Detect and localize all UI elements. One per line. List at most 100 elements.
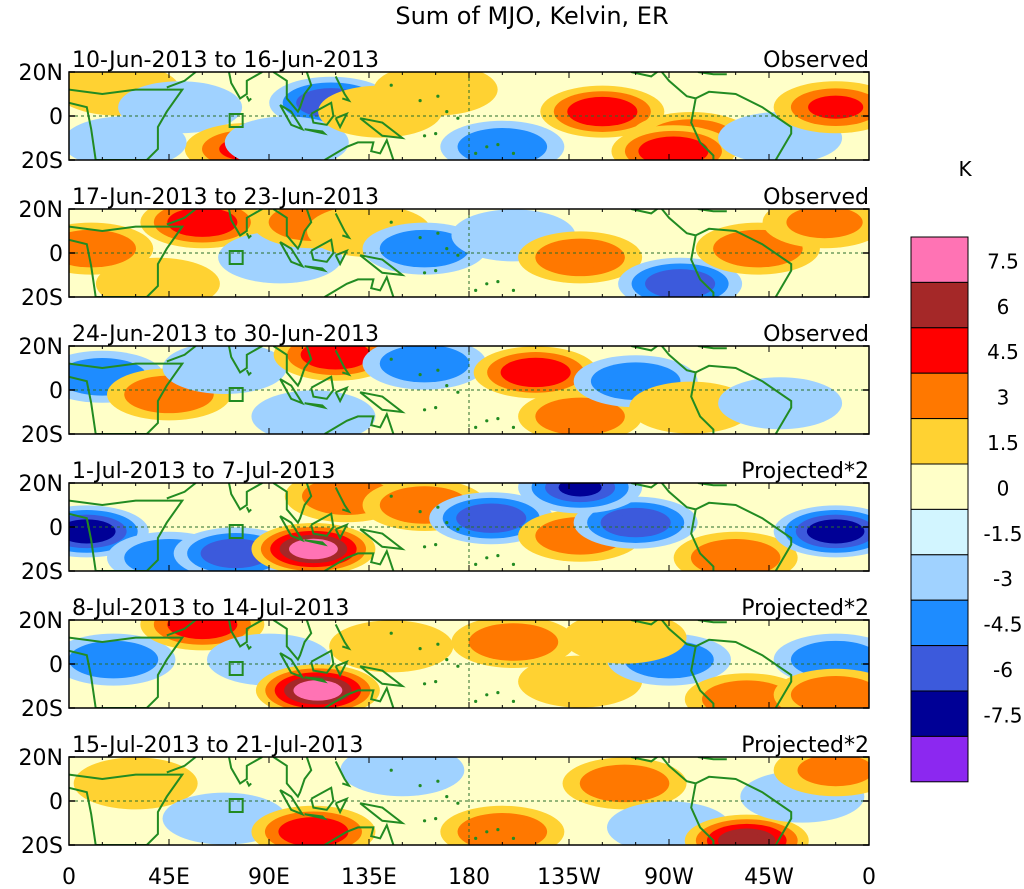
island (485, 693, 489, 697)
anomaly-contour (397, 352, 453, 376)
coastline (304, 265, 328, 273)
colorbar-swatch (910, 372, 969, 420)
coastline (310, 101, 335, 126)
coastline (279, 241, 305, 269)
anomaly-contour (808, 683, 864, 707)
lat-tick-label: 0 (49, 105, 63, 130)
colorbar-swatch (910, 281, 969, 329)
island (445, 384, 449, 388)
index-box (228, 661, 244, 676)
anomaly-contour (597, 771, 653, 795)
anomaly-contour (658, 274, 702, 293)
lat-tick-label: 0 (49, 790, 63, 815)
anomaly-contour (741, 387, 819, 420)
panel-date-range: 8-Jul-2013 to 14-Jul-2013 (72, 596, 349, 621)
panel-type-label: Observed (763, 48, 869, 73)
index-box (228, 387, 244, 402)
coastline (166, 346, 197, 363)
colorbar-level-label: -6 (993, 658, 1013, 682)
coastline (69, 88, 185, 160)
anomaly-field (69, 209, 869, 297)
coastline (695, 90, 793, 160)
anomaly-contour (291, 822, 336, 841)
island (496, 691, 500, 695)
coastline (245, 780, 252, 788)
island (418, 99, 422, 103)
island (422, 134, 427, 138)
island (474, 699, 478, 704)
map-panel-3: 20N 0 20S 24-Jun-2013 to 30-Jun-2013 Observe… (19, 322, 870, 448)
coastline (279, 789, 305, 817)
island (445, 795, 449, 799)
map-panel-4: 20N 0 20S 1-Jul-2013 to 7-Jul-2013 Projected… (19, 459, 870, 585)
anomaly-contour (302, 684, 333, 697)
colorbar-level-label: -7.5 (983, 703, 1022, 727)
colorbar-level-label: -3 (993, 567, 1013, 591)
anomaly-contour (586, 621, 663, 654)
coastline (279, 652, 305, 680)
colorbar-level-label: -4.5 (983, 613, 1022, 637)
coastline (324, 411, 395, 434)
lat-tick-label: 20S (21, 286, 63, 311)
island (436, 368, 440, 372)
island (436, 231, 440, 235)
colorbar-swatch (910, 508, 969, 556)
coastline (359, 665, 406, 688)
anomaly-contour (541, 665, 619, 698)
coastline (245, 232, 252, 240)
coastline (336, 474, 340, 478)
coastline (334, 486, 352, 514)
coastline (695, 638, 793, 708)
island (436, 94, 440, 98)
coastline (359, 802, 406, 825)
panel-type-label: Observed (763, 322, 869, 347)
anomaly-contour (651, 142, 696, 160)
coastline (272, 346, 313, 388)
anomaly-contour (314, 346, 358, 364)
colorbar-unit: K (958, 157, 972, 181)
coastline (690, 783, 715, 845)
island (485, 145, 489, 149)
coastline (69, 225, 185, 297)
coastline (324, 137, 395, 160)
coastline (166, 620, 197, 637)
island (474, 425, 478, 429)
colorbar-swatch (910, 645, 969, 692)
anomaly-contour (608, 369, 664, 393)
anomaly-field (69, 346, 869, 434)
island (389, 83, 393, 87)
coastline (69, 636, 185, 708)
panel-date-range: 1-Jul-2013 to 7-Jul-2013 (72, 459, 335, 484)
anomaly-contour (485, 630, 541, 654)
coastline (334, 623, 352, 651)
coastline (245, 506, 252, 514)
anomaly-contour (319, 484, 375, 508)
anomaly-contour (817, 523, 854, 539)
anomaly-contour (514, 363, 558, 382)
island (474, 836, 478, 841)
anomaly-contour (558, 483, 602, 497)
coastline (228, 757, 263, 785)
anomaly-field (69, 757, 869, 845)
coastline (166, 483, 197, 500)
island (422, 271, 427, 275)
island (511, 699, 516, 704)
colorbar-swatch (910, 418, 969, 465)
anomaly-contour (730, 237, 786, 261)
coastline (359, 391, 406, 414)
coastline (166, 209, 197, 226)
coastline (228, 620, 263, 648)
island (456, 527, 460, 531)
island (389, 220, 393, 224)
index-box (228, 798, 244, 813)
anomaly-contour (186, 802, 263, 835)
lon-tick-label: 0 (62, 865, 76, 889)
lat-tick-label: 0 (49, 653, 63, 678)
anomaly-contour (186, 352, 263, 384)
colorbar-level-label: 4.5 (987, 340, 1019, 364)
anomaly-contour (474, 820, 530, 844)
coastline (690, 646, 715, 708)
coastline (69, 499, 185, 571)
anomaly-contour (397, 237, 453, 261)
